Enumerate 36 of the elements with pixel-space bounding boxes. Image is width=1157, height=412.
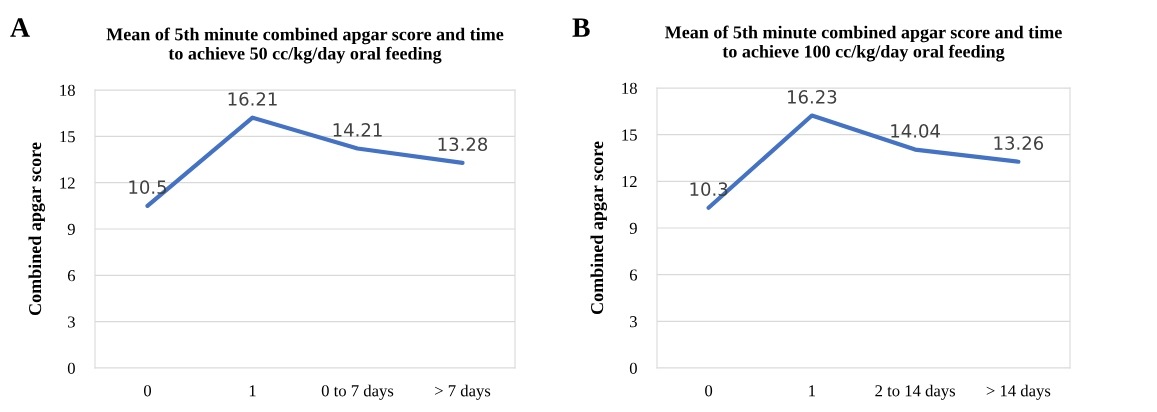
y-tick-label: 0 bbox=[67, 362, 75, 374]
y-axis-title: Combined apgar score bbox=[28, 142, 45, 316]
x-tick-label: 0 bbox=[143, 385, 152, 397]
data-label: 16.23 bbox=[788, 90, 837, 104]
data-label: 13.28 bbox=[438, 137, 488, 152]
y-tick-label: 6 bbox=[629, 269, 638, 281]
y-tick-label: 9 bbox=[67, 223, 75, 235]
y-tick-label: 18 bbox=[60, 84, 75, 96]
chart-title: Mean of 5th minute combined apgar score and time to achieve 50 cc/kg/day oral feeding bbox=[106, 27, 504, 64]
y-tick-label: 3 bbox=[68, 316, 75, 328]
y-tick-label: 0 bbox=[629, 362, 637, 374]
data-label: 13.26 bbox=[994, 136, 1044, 150]
y-tick-label: 15 bbox=[60, 131, 75, 143]
x-tick-label: 0 to 7 days bbox=[321, 384, 394, 400]
data-label: 10.5 bbox=[129, 180, 167, 194]
y-tick-label: 12 bbox=[622, 176, 637, 188]
y-tick-label: 12 bbox=[60, 177, 75, 189]
data-label: 16.21 bbox=[228, 92, 277, 106]
data-label: 14.21 bbox=[333, 123, 382, 137]
data-label: 10.3 bbox=[690, 182, 728, 196]
text: A bbox=[10, 18, 30, 37]
x-tick-label: 1 bbox=[809, 385, 816, 397]
y-tick-label: 3 bbox=[630, 316, 637, 328]
y-tick-label: 18 bbox=[622, 82, 637, 94]
x-tick-label: > 14 days bbox=[986, 384, 1051, 400]
x-tick-label: > 7 days bbox=[435, 384, 491, 400]
y-tick-label: 9 bbox=[629, 222, 637, 234]
x-tick-label: 2 to 14 days bbox=[875, 384, 956, 400]
data-label: 14.04 bbox=[891, 124, 940, 138]
y-axis-title: Combined apgar score bbox=[590, 141, 607, 315]
x-tick-label: 1 bbox=[249, 385, 256, 397]
y-tick-label: 6 bbox=[67, 270, 76, 282]
y-tick-label: 15 bbox=[622, 129, 637, 141]
text: B bbox=[572, 18, 590, 37]
x-tick-label: 0 bbox=[705, 385, 713, 397]
chart-title: Mean of 5th minute combined apgar score and time to achieve 100 cc/kg/day oral feeding bbox=[665, 25, 1062, 62]
